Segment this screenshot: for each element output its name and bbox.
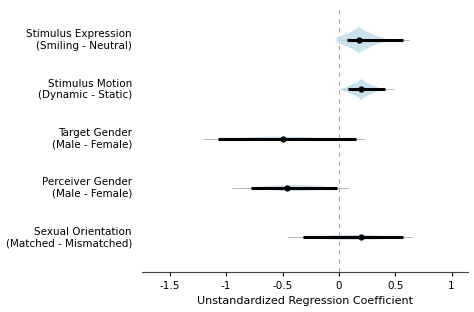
Polygon shape [251, 185, 337, 191]
X-axis label: Unstandardized Regression Coefficient: Unstandardized Regression Coefficient [197, 296, 413, 306]
Polygon shape [341, 79, 384, 100]
Polygon shape [220, 137, 337, 141]
Polygon shape [305, 235, 401, 240]
Polygon shape [337, 27, 398, 54]
